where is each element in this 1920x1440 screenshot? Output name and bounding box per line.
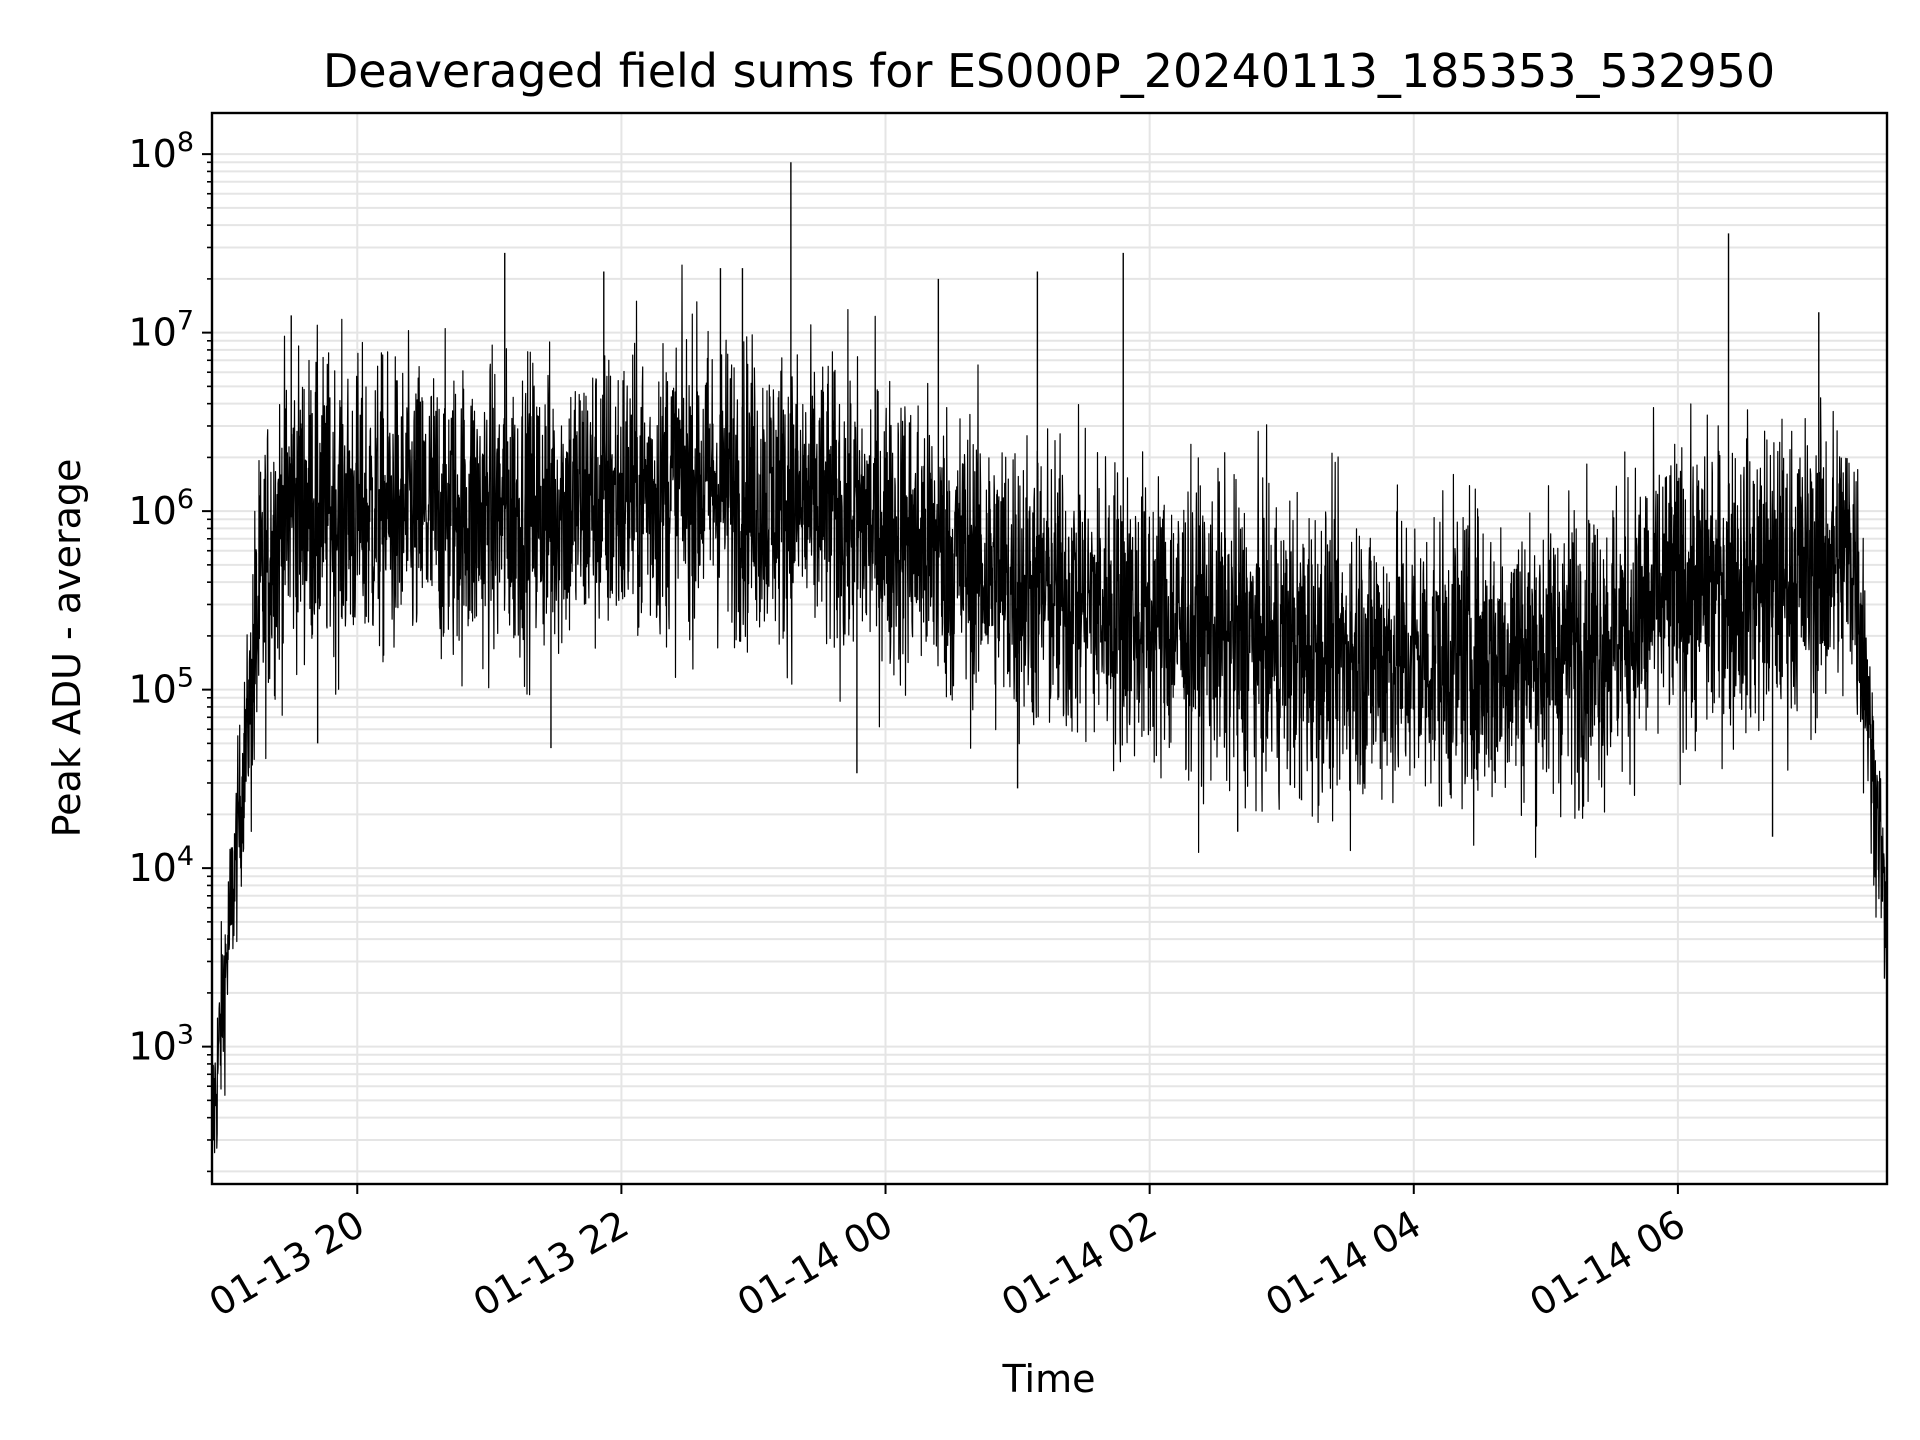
y-tick-label: 107: [128, 306, 194, 355]
data-line: [211, 264, 1888, 1154]
y-axis-label: Peak ADU - average: [45, 459, 89, 838]
y-tick-label: 108: [128, 127, 194, 176]
y-tick-label: 105: [128, 663, 194, 712]
chart-title: Deaveraged field sums for ES000P_2024011…: [323, 44, 1775, 98]
series-layer: [211, 162, 1888, 1154]
y-tick-label: 104: [128, 841, 194, 890]
y-tick-label: 106: [128, 484, 194, 533]
grid: [207, 113, 1887, 1184]
x-axis-label: Time: [1002, 1357, 1096, 1401]
y-axis: 103 104 105 106 107 108: [128, 127, 212, 1069]
y-tick-label: 103: [128, 1020, 194, 1069]
plot-frame: [210, 111, 1889, 1186]
